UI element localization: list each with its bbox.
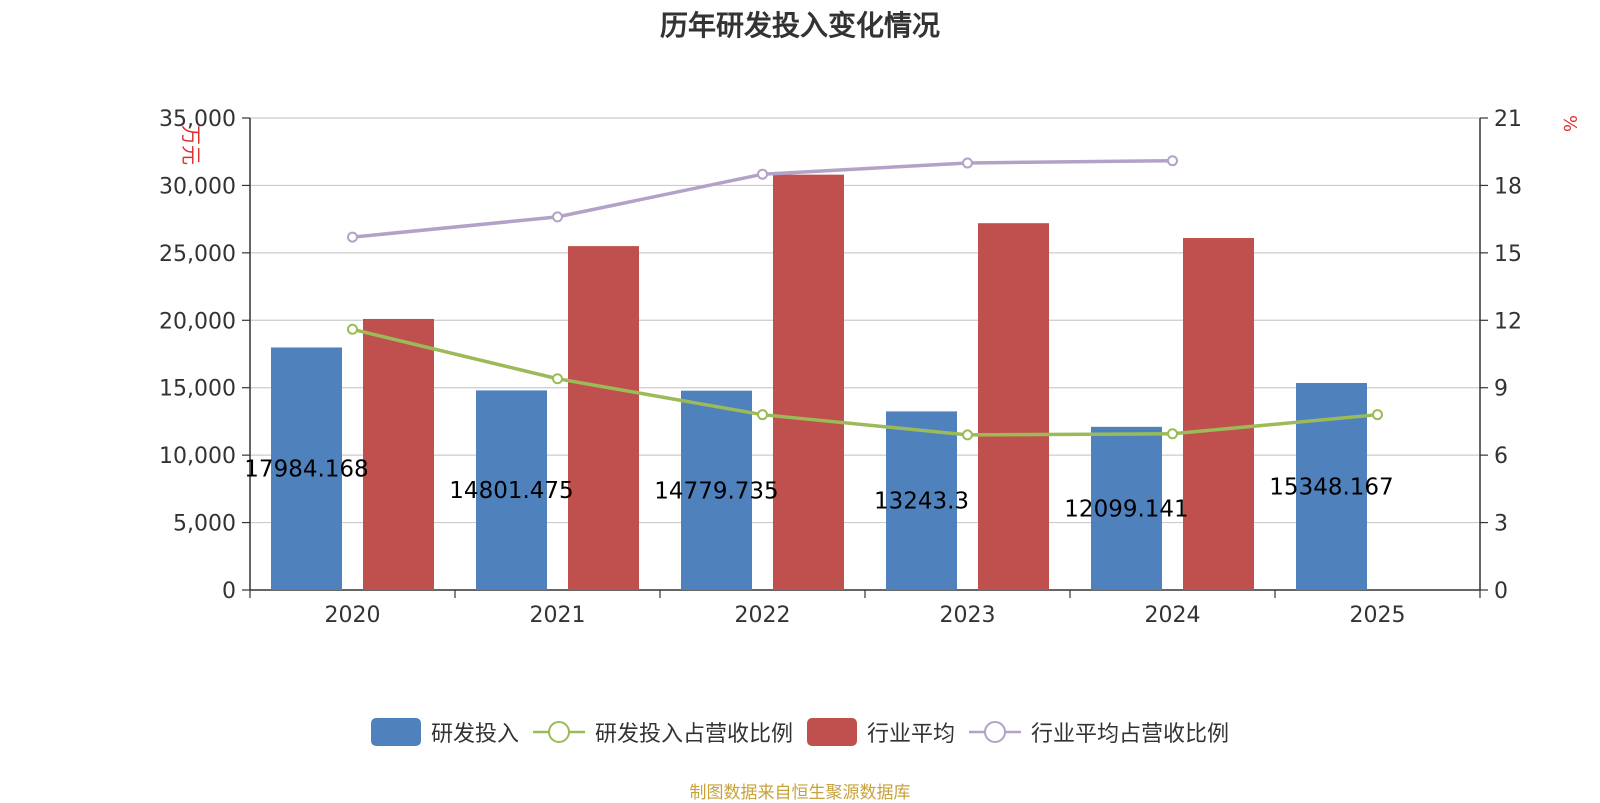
bar-industry-average — [363, 318, 434, 590]
chart-title: 历年研发投入变化情况 — [659, 9, 940, 42]
data-label: 17984.168 — [244, 457, 368, 483]
legend-item-industry-ratio[interactable]: 行业平均占营收比例 — [969, 716, 1229, 748]
y-left-tick-label: 0 — [222, 579, 236, 604]
point-rd-ratio — [552, 373, 563, 385]
legend-item-rd-investment[interactable]: 研发投入 — [370, 716, 519, 748]
y-right-axis-label: % — [1559, 115, 1580, 132]
point-rd-ratio — [757, 409, 768, 421]
y-right-tick-label: 9 — [1494, 377, 1508, 402]
legend-swatch-rd-ratio — [532, 721, 585, 743]
bar-industry-average — [773, 174, 844, 590]
bar-industry-average — [568, 246, 639, 590]
y-right-tick-label: 21 — [1494, 107, 1522, 132]
point-industry-ratio — [347, 231, 358, 243]
bar-industry-average — [978, 223, 1049, 590]
legend-label-rd-investment: 研发投入 — [430, 722, 519, 747]
data-label: 12099.141 — [1064, 496, 1188, 522]
x-tick-label: 2025 — [1350, 603, 1406, 628]
bar-rd-investment — [681, 390, 752, 590]
point-industry-ratio — [1167, 155, 1178, 167]
y-left-tick-label: 15,000 — [159, 377, 236, 402]
legend-swatch-industry-average — [807, 718, 857, 746]
bar-rd-investment — [1091, 426, 1162, 590]
y-right-tick-label: 12 — [1494, 309, 1522, 334]
legend-label-industry-average: 行业平均 — [867, 722, 956, 747]
legend-swatch-industry-ratio — [969, 721, 1022, 743]
x-tick-label: 2024 — [1145, 603, 1201, 628]
data-label: 14779.735 — [654, 478, 778, 504]
x-tick-label: 2022 — [735, 603, 791, 628]
y-right-tick-label: 6 — [1494, 444, 1508, 469]
y-right-tick-label: 18 — [1494, 174, 1522, 199]
point-rd-ratio — [962, 429, 973, 441]
legend-swatch-marker — [547, 721, 570, 743]
data-source-note: 制图数据来自恒生聚源数据库 — [689, 783, 911, 803]
chart-plot: 0 5,000 10,000 15,000 20,000 25,000 30,000 35,0… — [159, 107, 1580, 628]
x-tick-label: 2021 — [530, 603, 586, 628]
bar-industry-average — [1183, 238, 1254, 590]
y-left-tick-label: 20,000 — [159, 309, 236, 334]
bar-rd-investment — [886, 411, 957, 590]
point-rd-ratio — [347, 323, 358, 335]
data-label: 13243.3 — [874, 489, 969, 515]
bar-rd-investment — [476, 390, 547, 590]
x-tick-label: 2023 — [940, 603, 996, 628]
point-rd-ratio — [1372, 409, 1383, 421]
y-left-tick-label: 25,000 — [159, 242, 236, 267]
point-industry-ratio — [757, 168, 768, 180]
y-right-tick-label: 15 — [1494, 242, 1522, 267]
legend-item-rd-ratio[interactable]: 研发投入占营收比例 — [532, 716, 793, 748]
bar-rd-investment — [271, 347, 342, 590]
legend-label-industry-ratio: 行业平均占营收比例 — [1031, 722, 1230, 747]
point-industry-ratio — [962, 157, 973, 169]
y-left-tick-label: 10,000 — [159, 444, 236, 469]
y-left-tick-label: 35,000 — [159, 107, 236, 132]
x-tick-label: 2020 — [325, 603, 381, 628]
y-left-axis-label: 万元 — [179, 125, 203, 165]
y-right-tick-label: 0 — [1494, 579, 1508, 604]
point-industry-ratio — [552, 211, 563, 223]
series-line-rd-ratio — [352, 327, 1378, 437]
legend-label-rd-ratio: 研发投入占营收比例 — [594, 722, 793, 747]
data-label: 14801.475 — [449, 478, 573, 504]
legend-swatch-rd-investment — [370, 718, 421, 746]
legend-swatch-marker — [984, 721, 1007, 743]
y-left-tick-label: 30,000 — [159, 174, 236, 199]
y-right-tick-label: 3 — [1494, 512, 1508, 537]
legend-item-industry-average[interactable]: 行业平均 — [807, 716, 955, 748]
y-left-tick-label: 5,000 — [173, 512, 236, 537]
chart-legend: 研发投入 研发投入占营收比例 行业平均 行业平均占营收比例 — [0, 716, 1600, 748]
data-label: 15348.167 — [1269, 475, 1393, 501]
point-rd-ratio — [1167, 428, 1178, 440]
